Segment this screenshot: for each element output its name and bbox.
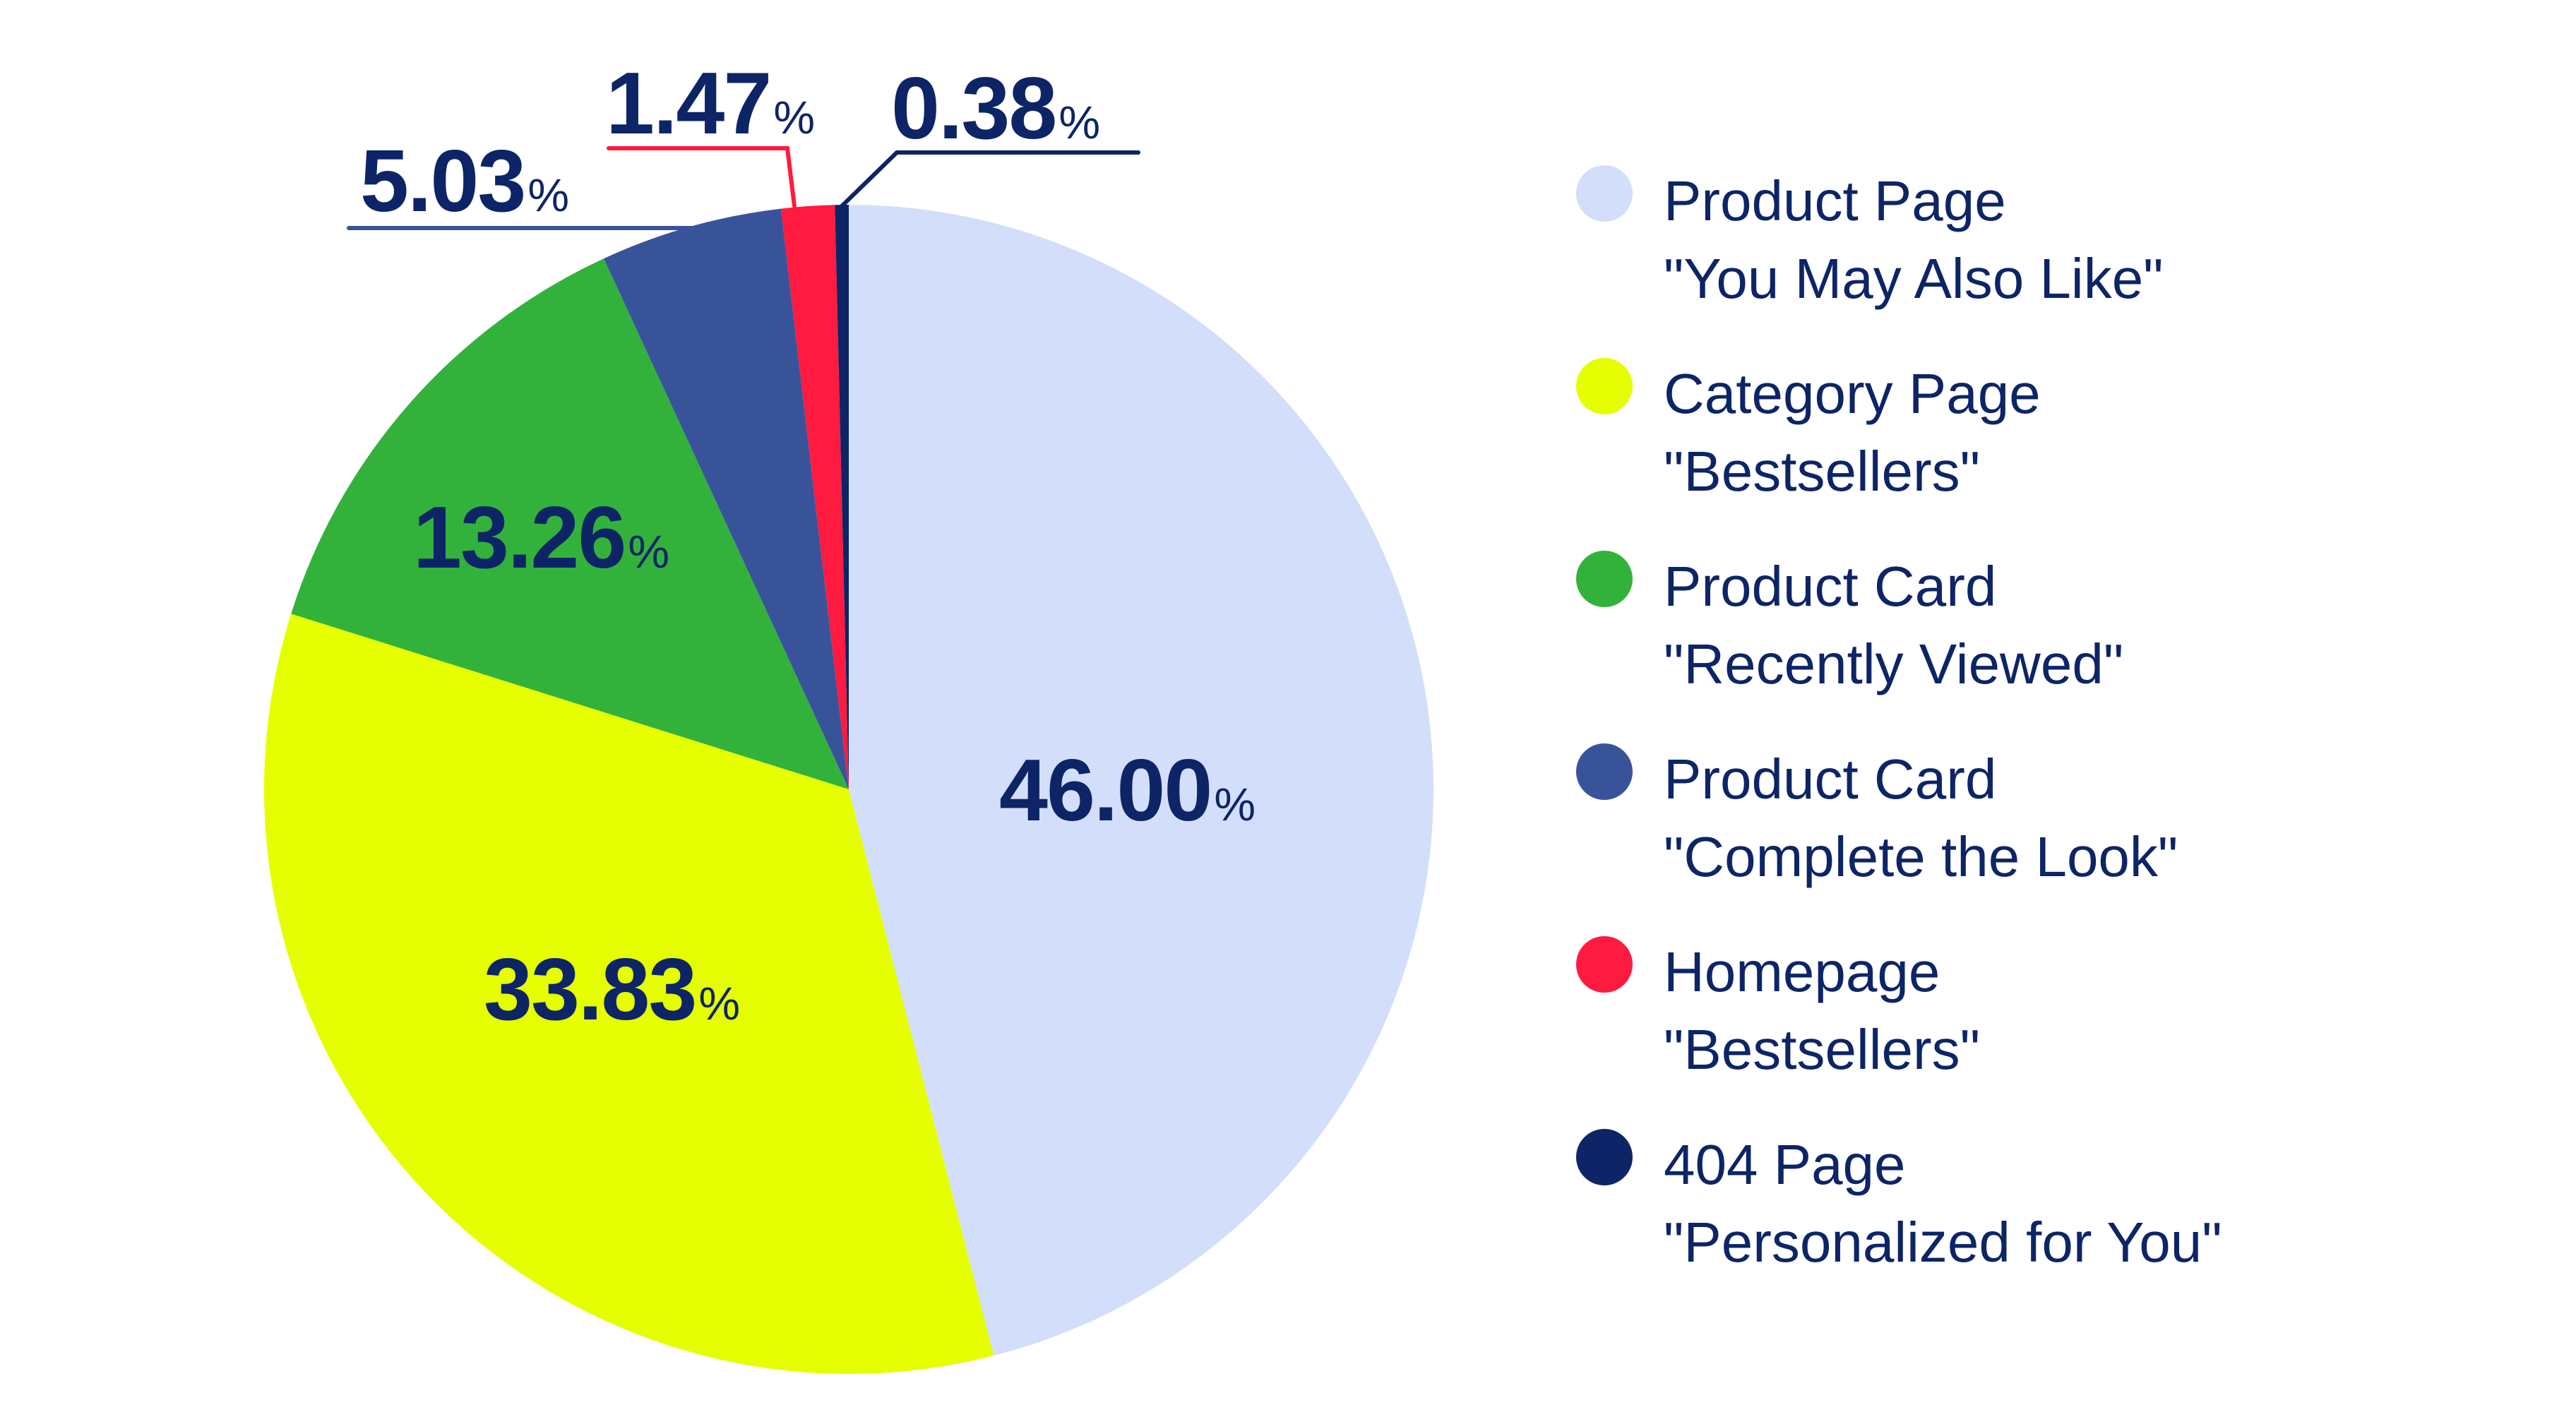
legend-label: Category Page "Bestsellers" xyxy=(1664,362,2041,503)
percent-sign: % xyxy=(527,169,570,221)
slice-value: 46.00 xyxy=(999,742,1212,839)
slice-value: 0.38 xyxy=(891,60,1057,157)
pie-slice xyxy=(849,205,1433,1356)
legend-label: Product Page "You May Also Like" xyxy=(1664,169,2164,310)
legend-label: 404 Page "Personalized for You" xyxy=(1664,1133,2222,1274)
slice-label-complete-the-look: 5.03% xyxy=(360,138,569,225)
slice-value: 13.26 xyxy=(413,489,626,587)
percent-sign: % xyxy=(1214,778,1256,830)
legend-label: Homepage "Bestsellers" xyxy=(1664,940,1981,1081)
pie-slice xyxy=(604,208,849,789)
legend-label: Product Card "Recently Viewed" xyxy=(1664,555,2124,695)
percent-sign: % xyxy=(773,91,816,143)
pie-slice xyxy=(291,258,849,789)
percent-sign: % xyxy=(628,525,669,578)
legend-label: Product Card "Complete the Look" xyxy=(1664,748,2178,888)
slice-label-404-page: 0.38% xyxy=(891,65,1100,152)
slice-label-category-page: 33.83% xyxy=(484,946,740,1034)
slice-value: 1.47 xyxy=(606,55,772,152)
percent-sign: % xyxy=(698,977,740,1029)
slice-value: 33.83 xyxy=(484,941,697,1039)
percent-sign: % xyxy=(1059,96,1101,148)
legend-dot-icon xyxy=(1576,358,1633,414)
legend-dot-icon xyxy=(1576,936,1633,993)
slice-label-product-page: 46.00% xyxy=(999,747,1256,834)
slice-value: 5.03 xyxy=(360,133,526,230)
leader-line-0-38 xyxy=(840,150,1140,208)
legend-dot-icon xyxy=(1576,743,1633,800)
slice-label-homepage: 1.47% xyxy=(606,60,815,148)
pie-slice xyxy=(780,205,849,789)
pie-slice xyxy=(264,614,994,1374)
pie-slices xyxy=(264,205,1433,1374)
legend-dot-icon xyxy=(1576,551,1633,607)
legend-dot-icon xyxy=(1576,165,1633,222)
pie-slice xyxy=(835,205,849,789)
slice-label-recently-viewed: 13.26% xyxy=(413,494,669,582)
leader-line-1-47 xyxy=(607,146,797,208)
legend-dot-icon xyxy=(1576,1129,1633,1185)
